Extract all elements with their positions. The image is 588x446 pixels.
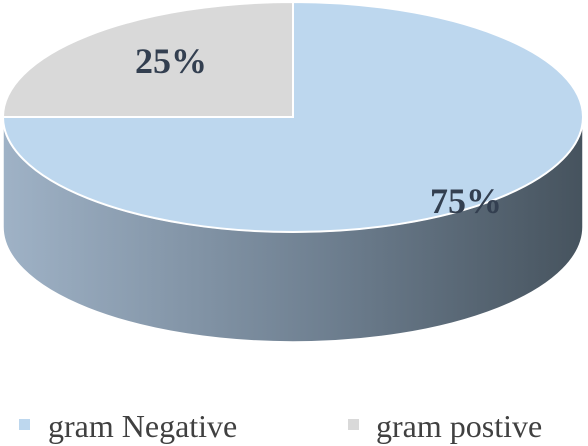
- legend-swatch-gram-negative: [19, 419, 30, 430]
- data-label-gram-negative: 75%: [430, 181, 502, 221]
- data-label-gram-positive: 25%: [135, 41, 207, 81]
- legend-label-gram-negative: gram Negative: [48, 408, 237, 444]
- pie-slice-gram-positive: [1, 0, 294, 118]
- legend-label-gram-positive: gram postive: [376, 408, 542, 444]
- pie-slice-gram-negative: [1, 0, 584, 233]
- legend-swatch-gram-positive: [348, 419, 359, 430]
- legend: gram Negative gram postive: [19, 408, 542, 444]
